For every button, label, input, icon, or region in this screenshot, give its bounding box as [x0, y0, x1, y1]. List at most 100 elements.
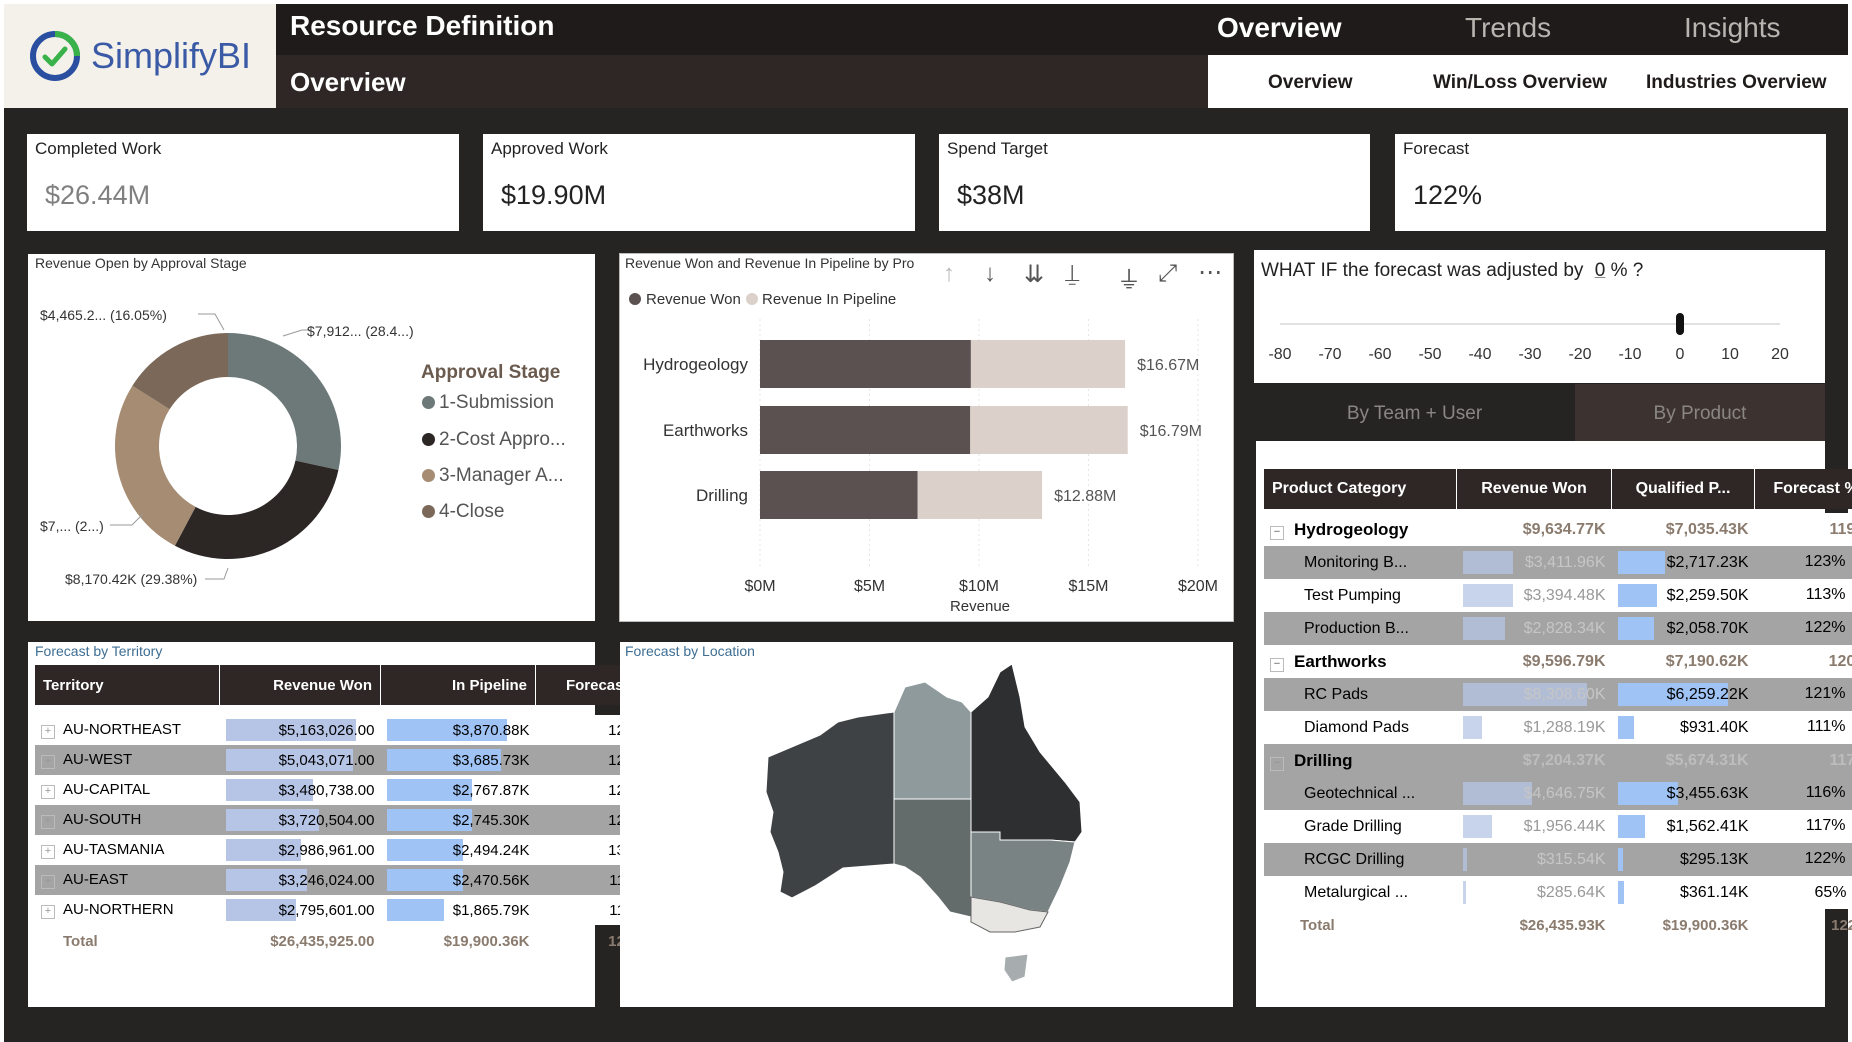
legend-label: 2-Cost Appro... — [439, 429, 566, 450]
donut-slice-manager-approval[interactable] — [115, 385, 196, 546]
expand-icon[interactable]: + — [41, 905, 55, 919]
column-header[interactable]: Product Category — [1264, 469, 1457, 509]
table-row[interactable]: +AU-NORTHEAST$5,163,026.00$3,870.88K129% — [35, 715, 655, 745]
toggle-by-team-user[interactable]: By Team + User — [1254, 384, 1575, 443]
whatif-card[interactable]: WHAT IF the forecast was adjusted by 0 %… — [1254, 250, 1825, 383]
donut-card[interactable]: Revenue Open by Approval Stage $7,912...… — [28, 254, 595, 621]
x-tick-label: $10M — [959, 578, 999, 595]
table-row[interactable]: +AU-TASMANIA$2,986,961.00$2,494.24K137% — [35, 835, 655, 865]
subtab-overview[interactable]: Overview — [1268, 72, 1353, 93]
table-row[interactable]: +AU-EAST$3,246,024.00$2,470.56K114% — [35, 865, 655, 895]
more-options-icon[interactable]: ⋯ — [1198, 259, 1222, 286]
collapse-icon[interactable]: − — [1270, 657, 1284, 672]
subtab-win-loss[interactable]: Win/Loss Overview — [1433, 72, 1608, 93]
map-region-northeast — [970, 663, 1083, 843]
whatif-input[interactable]: 0 — [1594, 260, 1606, 281]
bar-chart[interactable]: Revenue Won Revenue In Pipeline $0M $5M $1… — [620, 254, 1233, 621]
column-header[interactable]: In Pipeline — [380, 665, 536, 705]
donut-chart[interactable]: $7,912... (28.4...) $8,170.42K (29.38%) … — [28, 254, 595, 621]
map-card[interactable]: Forecast by Location — [620, 642, 1233, 1007]
territory-card[interactable]: Forecast by Territory Territory Revenue W… — [28, 642, 655, 1007]
expand-icon[interactable]: + — [41, 725, 55, 739]
filter-icon[interactable]: ⏚ — [1117, 267, 1141, 294]
legend-item-submission[interactable]: 1-Submission — [422, 392, 554, 414]
column-header[interactable]: Revenue Won — [1456, 469, 1612, 509]
whatif-tick: -60 — [1368, 346, 1392, 363]
expand-hierarchy-icon[interactable]: ⍊ — [1065, 260, 1080, 287]
australia-map[interactable] — [620, 642, 1233, 1007]
table-group-row[interactable]: −Hydrogeology $9,634.77K $7,035.43K 119% — [1264, 513, 1852, 546]
kpi-label: Approved Work — [491, 139, 608, 158]
table-row[interactable]: Grade Drilling $1,956.44K $1,562.41K 117… — [1264, 810, 1852, 843]
forecast-value: 117% — [1805, 817, 1846, 835]
table-row[interactable]: RCGC Drilling $315.54K $295.13K 122% — [1264, 843, 1852, 876]
column-header[interactable]: Forecast % — [1754, 469, 1852, 509]
table-row[interactable]: Geotechnical ... $4,646.75K $3,455.63K 1… — [1264, 777, 1852, 810]
forecast-cell: 65% — [1755, 876, 1852, 909]
bar-chart-card[interactable]: Revenue Won and Revenue In Pipeline by P… — [619, 253, 1234, 622]
expand-icon[interactable]: + — [41, 815, 55, 829]
expand-icon[interactable]: + — [41, 785, 55, 799]
collapse-icon[interactable]: − — [1270, 756, 1284, 771]
expand-next-level-icon[interactable]: ⇊ — [1024, 261, 1045, 288]
subtab-industries[interactable]: Industries Overview — [1646, 72, 1827, 93]
collapse-icon[interactable]: − — [1270, 525, 1284, 540]
whatif-slider-thumb[interactable] — [1676, 313, 1684, 335]
table-row[interactable]: Test Pumping $3,394.48K $2,259.50K 113% — [1264, 579, 1852, 612]
kpi-card-forecast[interactable]: Forecast 122% — [1395, 134, 1826, 231]
kpi-card-approved-work[interactable]: Approved Work $19.90M — [483, 134, 915, 231]
pipeline-cell: $3,870.88K — [381, 715, 536, 745]
donut-slice-cost-approval[interactable] — [174, 460, 339, 559]
bar-revenue-won[interactable] — [760, 471, 918, 519]
product-card[interactable]: Product Category Revenue Won Qualified P..… — [1256, 441, 1852, 1007]
drill-down-icon[interactable]: ↓ — [984, 260, 996, 287]
qualified-value: $2,058.70K — [1666, 619, 1749, 637]
bar-revenue-pipeline[interactable] — [970, 406, 1128, 454]
column-header[interactable]: Qualified P... — [1611, 469, 1755, 509]
territory-table[interactable]: Territory Revenue Won In Pipeline Forecast … — [35, 665, 655, 957]
kpi-card-spend-target[interactable]: Spend Target $38M — [939, 134, 1370, 231]
forecast-cell: 111% — [1755, 711, 1852, 744]
table-group-row[interactable]: −Earthworks $9,596.79K $7,190.62K 120% — [1264, 645, 1852, 678]
bar-revenue-pipeline[interactable] — [917, 471, 1043, 519]
table-row[interactable]: +AU-CAPITAL$3,480,738.00$2,767.87K125% — [35, 775, 655, 805]
table-row[interactable]: Diamond Pads $1,288.19K $931.40K 111% — [1264, 711, 1852, 744]
group-won: $9,634.77K — [1522, 520, 1606, 538]
bar-revenue-won[interactable] — [760, 406, 971, 454]
legend-item-manager-approval[interactable]: 3-Manager A... — [422, 465, 564, 487]
tab-insights[interactable]: Insights — [1684, 12, 1781, 43]
table-row[interactable]: Monitoring B... $3,411.96K $2,717.23K 12… — [1264, 546, 1852, 579]
legend-item-cost-approval[interactable]: 2-Cost Appro... — [422, 429, 566, 451]
legend-item-close[interactable]: 4-Close — [422, 501, 504, 523]
visual-title: Forecast by Territory — [35, 643, 163, 659]
donut-slice-close[interactable] — [132, 333, 228, 410]
tab-overview[interactable]: Overview — [1217, 12, 1342, 43]
column-header[interactable]: Revenue Won — [219, 665, 381, 705]
pipeline-cell: $2,470.56K — [381, 865, 536, 895]
table-row[interactable]: Metalurgical ... $285.64K $361.14K 65% — [1264, 876, 1852, 909]
expand-icon[interactable]: + — [41, 875, 55, 889]
donut-slice-submission[interactable] — [228, 333, 341, 470]
focus-mode-icon[interactable]: ⤢ — [1158, 260, 1178, 287]
table-group-row[interactable]: −Drilling $7,204.37K $5,674.31K 117% — [1264, 744, 1852, 777]
column-header[interactable]: Territory — [35, 665, 220, 705]
pipeline-cell: $2,767.87K — [381, 775, 536, 805]
bar-revenue-pipeline[interactable] — [970, 340, 1126, 388]
databar — [1617, 881, 1625, 904]
databar — [1617, 584, 1658, 607]
expand-icon[interactable]: + — [41, 845, 55, 859]
kpi-card-completed-work[interactable]: Completed Work $26.44M — [27, 134, 459, 231]
tab-trends[interactable]: Trends — [1465, 12, 1552, 43]
table-row[interactable]: +AU-SOUTH$3,720,504.00$2,745.30K129% — [35, 805, 655, 835]
toggle-by-product[interactable]: By Product — [1575, 384, 1825, 443]
table-row[interactable]: RC Pads $8,308.60K $6,259.22K 121% — [1264, 678, 1852, 711]
table-row[interactable]: +AU-WEST$5,043,071.00$3,685.73K125% — [35, 745, 655, 775]
table-row[interactable]: +AU-NORTHERN$2,795,601.00$1,865.79K117% — [35, 895, 655, 925]
databar — [1617, 683, 1728, 706]
expand-icon[interactable]: + — [41, 755, 55, 769]
drill-up-icon[interactable]: ↑ — [943, 260, 955, 287]
whatif-slider-track[interactable] — [1280, 323, 1780, 325]
table-row[interactable]: Production B... $2,828.34K $2,058.70K 12… — [1264, 612, 1852, 645]
bar-revenue-won[interactable] — [760, 340, 971, 388]
product-table[interactable]: Product Category Revenue Won Qualified P..… — [1264, 469, 1852, 942]
